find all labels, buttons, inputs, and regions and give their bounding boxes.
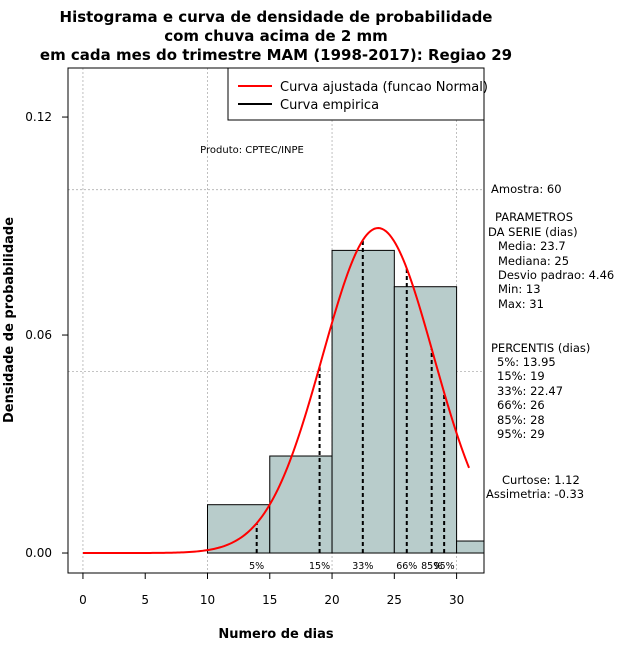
param-desvio: Desvio padrao: 4.46 — [498, 268, 614, 282]
param-min: Min: 13 — [498, 282, 541, 296]
legend-box — [227, 67, 485, 121]
x-tick-label: 25 — [387, 593, 402, 607]
percentile-label: 85% — [421, 561, 442, 572]
x-tick-label: 15 — [262, 593, 277, 607]
stat-curtose: Curtose: 1.12 — [502, 473, 580, 487]
percentil-15: 15%: 19 — [497, 369, 545, 383]
percentil-66: 66%: 26 — [497, 398, 545, 412]
percentile-label: 33% — [352, 561, 373, 572]
product-label: Produto: CPTEC/INPE — [200, 145, 304, 156]
percentile-label: 66% — [396, 561, 417, 572]
param-max: Max: 31 — [498, 297, 544, 311]
stats-panel: Amostra: 60 PARAMETROS DA SERIE (dias) M… — [486, 182, 614, 501]
x-tick-label: 5 — [141, 593, 149, 607]
legend-label-empirical: Curva empirica — [280, 98, 379, 113]
stat-amostra: Amostra: 60 — [491, 182, 562, 196]
param-mediana: Mediana: 25 — [498, 254, 569, 268]
y-tick-label: 0.00 — [25, 546, 52, 560]
percentil-95: 95%: 29 — [497, 427, 545, 441]
percentile-label: 95% — [434, 561, 455, 572]
percentile-label: 5% — [249, 561, 264, 572]
axes: 0 5 10 15 20 25 30 0.00 0.06 0.12 — [25, 110, 464, 607]
histogram-bar — [393, 286, 458, 554]
legend: Curva ajustada (funcao Normal) Curva emp… — [227, 67, 488, 121]
percentile-lines: 5% 15% 33% 66% 85%95% — [249, 240, 455, 572]
title-line-1: Histograma e curva de densidade de proba… — [60, 8, 493, 26]
x-axis-title: Numero de dias — [218, 627, 334, 642]
percentile-label: 15% — [309, 561, 330, 572]
x-tick-label: 20 — [324, 593, 339, 607]
y-axis-title: Densidade de probabilidade — [2, 217, 17, 423]
title-line-2: com chuva acima de 2 mm — [164, 27, 388, 45]
param-heading-1: PARAMETROS — [495, 210, 573, 224]
legend-label-fit: Curva ajustada (funcao Normal) — [280, 80, 488, 95]
histogram-bar — [456, 540, 485, 554]
percentil-33: 33%: 22.47 — [497, 384, 563, 398]
histogram-bar — [269, 455, 333, 554]
fitted-curve — [82, 227, 470, 555]
x-tick-label: 30 — [449, 593, 464, 607]
normal-fit-curve — [82, 227, 470, 555]
title-line-3: em cada mes do trimestre MAM (1998-2017)… — [40, 46, 512, 64]
percentil-85: 85%: 28 — [497, 413, 545, 427]
y-tick-label: 0.12 — [25, 110, 52, 124]
histogram-bars — [206, 249, 485, 554]
percentil-5: 5%: 13.95 — [497, 355, 556, 369]
stat-assimetria: Assimetria: -0.33 — [486, 487, 584, 501]
param-heading-2: DA SERIE (dias) — [488, 225, 578, 239]
x-tick-label: 0 — [79, 593, 87, 607]
histogram-bar — [206, 504, 271, 554]
x-tick-label: 10 — [200, 593, 215, 607]
chart-title: Histograma e curva de densidade de proba… — [40, 8, 512, 64]
percentis-heading: PERCENTIS (dias) — [491, 341, 590, 355]
y-tick-label: 0.06 — [25, 328, 52, 342]
param-media: Media: 23.7 — [498, 239, 566, 253]
